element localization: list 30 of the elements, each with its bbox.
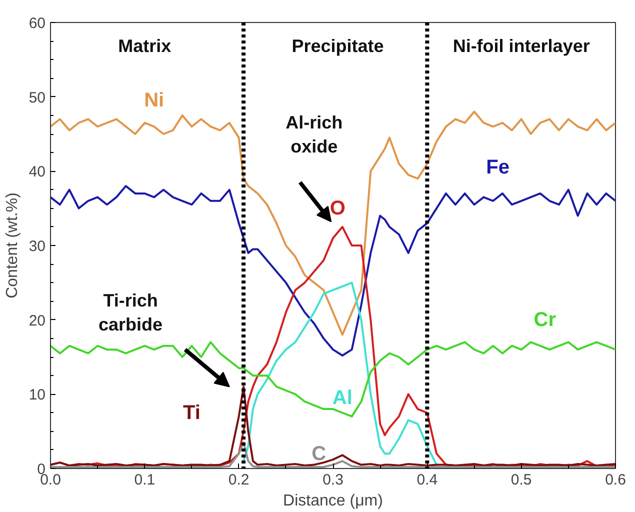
line-series: [242, 282, 438, 466]
x-tick-label: 0.3: [322, 472, 344, 488]
series-label: Ni: [144, 90, 164, 112]
series-label: C: [312, 442, 326, 465]
y-tick-label: 50: [28, 89, 46, 106]
x-tick-label: 0.5: [510, 472, 532, 488]
x-tick-label: 0.2: [228, 472, 250, 488]
y-tick-label: 40: [28, 164, 46, 181]
x-tick-label: 0.4: [416, 472, 438, 488]
x-tick-label: 0.1: [134, 472, 156, 488]
y-axis-title: Content (wt.%): [4, 192, 21, 298]
line-series: [50, 185, 616, 357]
annotation: Matrix: [118, 36, 172, 56]
series-label: Fe: [486, 156, 510, 179]
annotation: Ti-rich carbide: [98, 290, 163, 335]
x-tick-label: 0.6: [605, 472, 626, 488]
series-label: Cr: [534, 308, 556, 331]
annotation: Al-rich oxide: [286, 112, 343, 156]
series-label: Ti: [183, 402, 200, 424]
x-axis-title: Distance (μm): [283, 492, 383, 510]
line-series: [50, 110, 616, 336]
y-tick-label: 10: [28, 386, 46, 404]
y-tick-label: 30: [28, 238, 46, 255]
series-label: O: [330, 197, 346, 220]
y-tick-label: 20: [28, 312, 46, 330]
line-series: [50, 341, 616, 418]
annotation: Ni-foil interlayer: [452, 36, 590, 56]
y-tick-label: 60: [28, 15, 46, 32]
series-label: Al: [332, 387, 352, 410]
annotation: Precipitate: [292, 36, 384, 56]
